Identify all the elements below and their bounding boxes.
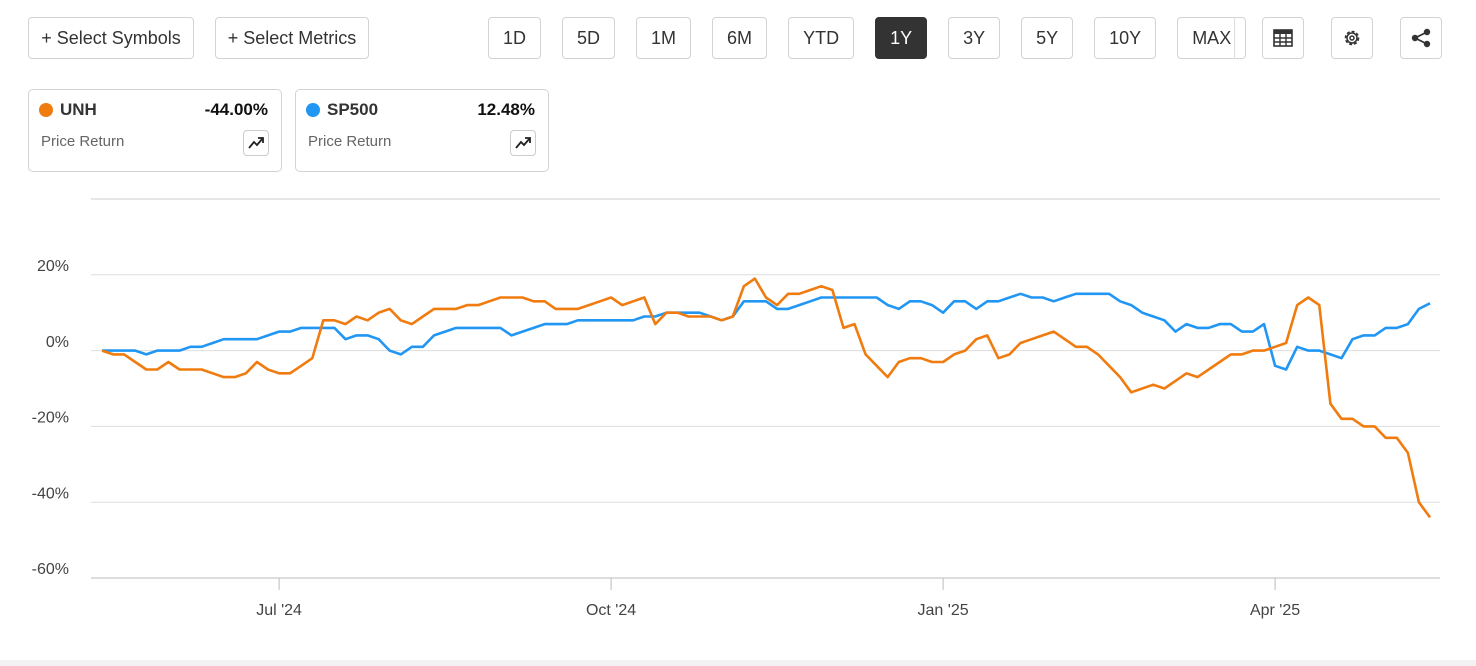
table-icon xyxy=(1273,29,1293,47)
symbol-card: SP500 12.48% Price Return xyxy=(295,89,549,172)
legend-dot xyxy=(306,103,320,117)
x-tick-label: Oct '24 xyxy=(586,602,636,619)
y-tick-label: 20% xyxy=(37,258,69,275)
share-button[interactable] xyxy=(1400,17,1442,59)
range-button[interactable]: 6M xyxy=(712,17,768,59)
footer-strip xyxy=(0,660,1476,666)
legend-dot xyxy=(39,103,53,117)
range-selector: 1D 5D 1M 6M YTD 1Y 3Y 5Y 10Y MAX xyxy=(488,17,1247,59)
return-value: 12.48% xyxy=(477,100,535,119)
settings-button[interactable] xyxy=(1331,17,1373,59)
range-button[interactable]: 1M xyxy=(636,17,692,59)
trend-button[interactable] xyxy=(243,130,269,156)
range-button[interactable]: 1Y xyxy=(875,17,928,59)
trend-icon xyxy=(515,137,531,149)
series-line xyxy=(101,277,1432,519)
metric-label: Price Return xyxy=(308,133,392,150)
symbol-card: UNH -44.00% Price Return xyxy=(28,89,282,172)
legend-name: UNH xyxy=(60,100,97,119)
range-button[interactable]: 5D xyxy=(562,17,616,59)
range-button[interactable]: 1D xyxy=(488,17,542,59)
trend-button[interactable] xyxy=(510,130,536,156)
gear-icon xyxy=(1344,30,1360,46)
range-button[interactable]: 10Y xyxy=(1094,17,1157,59)
metric-label: Price Return xyxy=(41,133,125,150)
share-icon xyxy=(1411,28,1431,48)
range-button[interactable]: 5Y xyxy=(1021,17,1074,59)
series-line xyxy=(102,292,1431,371)
return-value: -44.00% xyxy=(204,100,268,119)
y-tick-label: -20% xyxy=(32,410,69,427)
y-tick-label: -40% xyxy=(32,485,69,502)
range-button[interactable]: YTD xyxy=(788,17,855,59)
y-tick-label: -60% xyxy=(32,561,69,578)
x-tick-label: Jul '24 xyxy=(256,602,302,619)
table-button[interactable] xyxy=(1262,17,1304,59)
range-button[interactable]: 3Y xyxy=(948,17,1001,59)
y-tick-label: 0% xyxy=(46,334,69,351)
legend-name: SP500 xyxy=(327,100,379,119)
trend-icon xyxy=(248,137,264,149)
x-tick-label: Jan '25 xyxy=(918,602,969,619)
select-symbols[interactable]: + Select Symbols xyxy=(28,17,194,59)
select-metrics[interactable]: + Select Metrics xyxy=(215,17,369,59)
x-tick-label: Apr '25 xyxy=(1250,602,1300,619)
divider xyxy=(1234,17,1235,59)
